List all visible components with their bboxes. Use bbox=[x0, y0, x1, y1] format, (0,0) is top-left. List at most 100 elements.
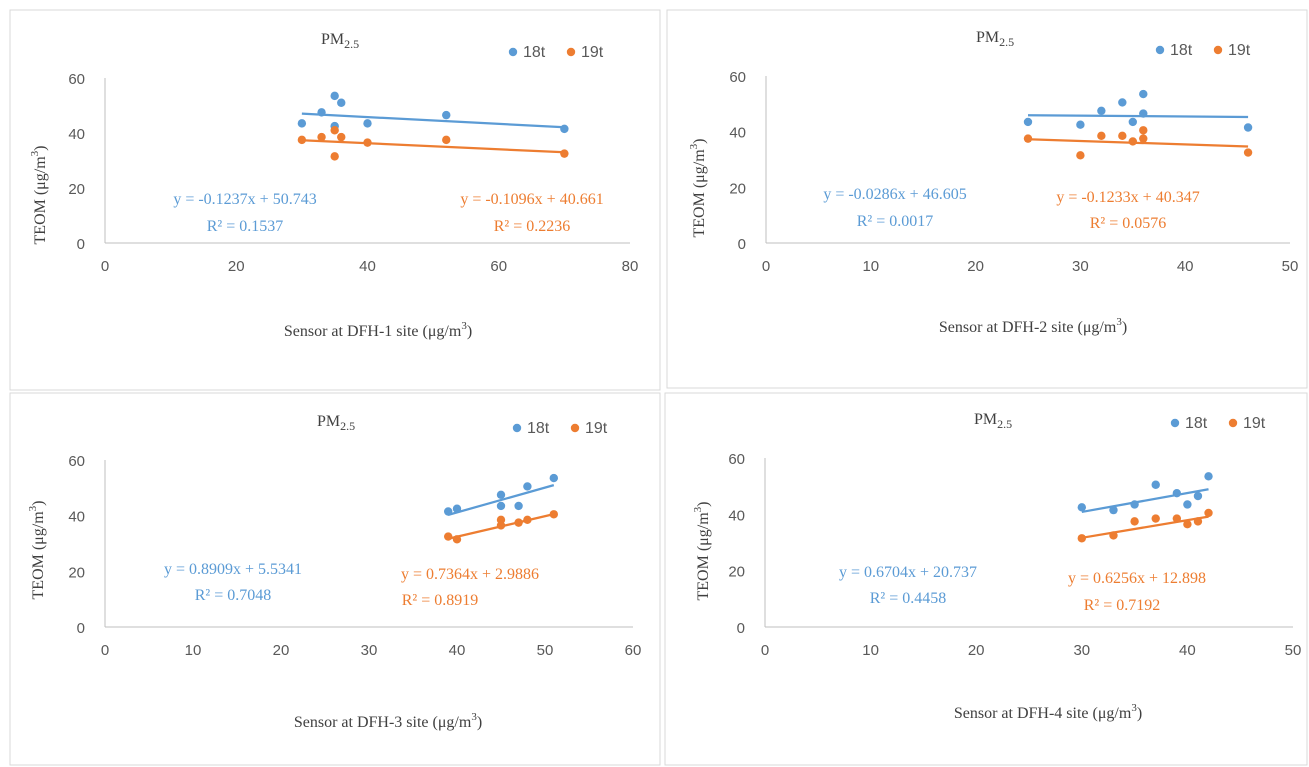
x-tick-label: 80 bbox=[622, 258, 639, 275]
y-tick-label: 0 bbox=[738, 236, 746, 253]
legend-label-19t: 19t bbox=[585, 420, 608, 437]
data-point-18t bbox=[1243, 123, 1253, 132]
series-18t: y = -0.0286x + 46.605 R² = 0.0017 bbox=[823, 89, 1253, 230]
y-axis-label-main: TEOM (μg/m bbox=[30, 511, 47, 600]
x-axis-label-end: ) bbox=[467, 323, 472, 340]
x-axis-label-main: Sensor at DFH-3 site (μg/m bbox=[294, 714, 472, 731]
chart-title-main: PM bbox=[317, 413, 340, 430]
legend-label-19t: 19t bbox=[581, 44, 604, 61]
x-tick-label: 20 bbox=[228, 258, 245, 275]
data-point-19t bbox=[452, 535, 462, 544]
y-tick-label: 0 bbox=[77, 620, 85, 637]
x-axis-label-sup: 3 bbox=[461, 320, 467, 332]
data-point-19t bbox=[496, 521, 506, 530]
x-tick-label: 0 bbox=[101, 642, 109, 659]
trend-r2-18t: R² = 0.0017 bbox=[857, 213, 934, 230]
y-tick-label: 20 bbox=[728, 564, 745, 581]
x-tick-label: 40 bbox=[1177, 258, 1194, 275]
x-axis-label-end: ) bbox=[1122, 319, 1127, 336]
data-point-19t bbox=[317, 132, 326, 142]
data-point-19t bbox=[560, 149, 569, 158]
legend-label-18t: 18t bbox=[527, 420, 550, 437]
data-point-19t bbox=[363, 138, 372, 147]
trendline-19t bbox=[301, 139, 565, 154]
y-axis-label-main: TEOM (μg/m bbox=[695, 512, 712, 601]
data-point-18t bbox=[1097, 106, 1106, 115]
data-point-18t bbox=[363, 119, 372, 128]
trendline-18t bbox=[447, 484, 555, 516]
x-tick-label: 10 bbox=[862, 642, 879, 659]
legend-marker-19t bbox=[570, 423, 580, 433]
trend-equation-18t: y = -0.0286x + 46.605 bbox=[823, 186, 966, 203]
data-point-19t bbox=[444, 532, 453, 541]
y-tick-label: 40 bbox=[68, 126, 85, 143]
x-axis-label: Sensor at DFH-2 site (μg/m3) bbox=[939, 316, 1127, 336]
y-axis-label: TEOM (μg/m3) bbox=[688, 139, 708, 238]
trend-r2-19t: R² = 0.8919 bbox=[402, 592, 479, 609]
trend-r2-19t: R² = 0.2236 bbox=[494, 218, 571, 235]
data-point-18t bbox=[1193, 491, 1203, 501]
trend-equation-19t: y = 0.6256x + 12.898 bbox=[1068, 570, 1206, 587]
data-point-19t bbox=[1204, 508, 1213, 518]
x-tick-label: 30 bbox=[1072, 258, 1089, 275]
x-tick-label: 40 bbox=[359, 258, 376, 275]
data-point-18t bbox=[297, 119, 307, 128]
chart-panel-2: 0 10 20 30 40 50 0 20 40 60 PM2.5 Sensor at DFH-2 s… bbox=[666, 9, 1308, 389]
panel-border bbox=[9, 392, 661, 766]
data-point-19t bbox=[330, 126, 339, 135]
legend: 18t 19t bbox=[1155, 42, 1251, 59]
data-point-19t bbox=[1128, 137, 1138, 146]
x-axis-label-sup: 3 bbox=[471, 711, 477, 723]
series-19t: y = -0.1096x + 40.661 R² = 0.2236 bbox=[297, 126, 604, 235]
x-tick-label: 40 bbox=[1179, 642, 1196, 659]
legend-marker-18t bbox=[508, 47, 518, 57]
data-point-19t bbox=[337, 132, 346, 142]
series-19t: y = 0.7364x + 2.9886 R² = 0.8919 bbox=[401, 510, 558, 609]
chart-title-sub: 2.5 bbox=[344, 37, 359, 51]
trend-equation-19t: y = -0.1096x + 40.661 bbox=[460, 191, 603, 208]
y-tick-label: 0 bbox=[77, 236, 85, 253]
trendline-19t bbox=[1027, 138, 1249, 148]
data-point-19t bbox=[442, 135, 451, 145]
data-point-19t bbox=[1077, 534, 1087, 543]
y-axis-label-sup: 3 bbox=[692, 506, 704, 512]
y-axis-label-end: ) bbox=[695, 502, 712, 507]
series-19t: y = 0.6256x + 12.898 R² = 0.7192 bbox=[1068, 508, 1213, 614]
legend-marker-19t bbox=[1213, 45, 1223, 55]
data-point-18t bbox=[560, 124, 569, 134]
trend-r2-19t: R² = 0.7192 bbox=[1084, 597, 1161, 614]
legend-label-18t: 18t bbox=[1170, 42, 1193, 59]
x-tick-label: 60 bbox=[625, 642, 642, 659]
data-point-18t bbox=[1076, 120, 1085, 129]
y-tick-label: 60 bbox=[68, 71, 85, 88]
trend-equation-18t: y = 0.6704x + 20.737 bbox=[839, 564, 977, 581]
trend-r2-18t: R² = 0.4458 bbox=[870, 590, 947, 607]
chart-panel-3: 0 10 20 30 40 50 60 0 20 40 60 PM2.5 Sensor at DFH-3… bbox=[9, 392, 661, 766]
chart-title: PM2.5 bbox=[974, 411, 1012, 431]
y-axis-label-end: ) bbox=[30, 501, 47, 506]
data-point-19t bbox=[514, 518, 523, 527]
data-point-18t bbox=[496, 490, 506, 499]
data-point-18t bbox=[1118, 98, 1127, 107]
data-point-18t bbox=[1109, 505, 1118, 515]
x-tick-label: 20 bbox=[273, 642, 290, 659]
series-18t: y = 0.8909x + 5.5341 R² = 0.7048 bbox=[164, 473, 558, 604]
trend-r2-19t: R² = 0.0576 bbox=[1090, 215, 1167, 232]
x-tick-label: 30 bbox=[1073, 642, 1090, 659]
chart-title: PM2.5 bbox=[321, 31, 359, 51]
data-point-18t bbox=[317, 108, 326, 117]
x-axis-label-main: Sensor at DFH-4 site (μg/m bbox=[954, 705, 1132, 722]
data-point-18t bbox=[1130, 500, 1139, 509]
x-axis-label: Sensor at DFH-4 site (μg/m3) bbox=[954, 702, 1142, 722]
trendline-18t bbox=[1027, 114, 1249, 119]
y-axis-label: TEOM (μg/m3) bbox=[29, 146, 49, 245]
data-point-19t bbox=[1139, 126, 1148, 135]
data-point-19t bbox=[549, 510, 558, 519]
y-axis-label-end: ) bbox=[32, 146, 49, 151]
trend-equation-18t: y = 0.8909x + 5.5341 bbox=[164, 561, 302, 578]
series-18t: y = -0.1237x + 50.743 R² = 0.1537 bbox=[173, 91, 569, 235]
data-point-18t bbox=[1023, 117, 1033, 127]
data-point-18t bbox=[496, 501, 506, 511]
data-point-19t bbox=[1193, 517, 1203, 526]
